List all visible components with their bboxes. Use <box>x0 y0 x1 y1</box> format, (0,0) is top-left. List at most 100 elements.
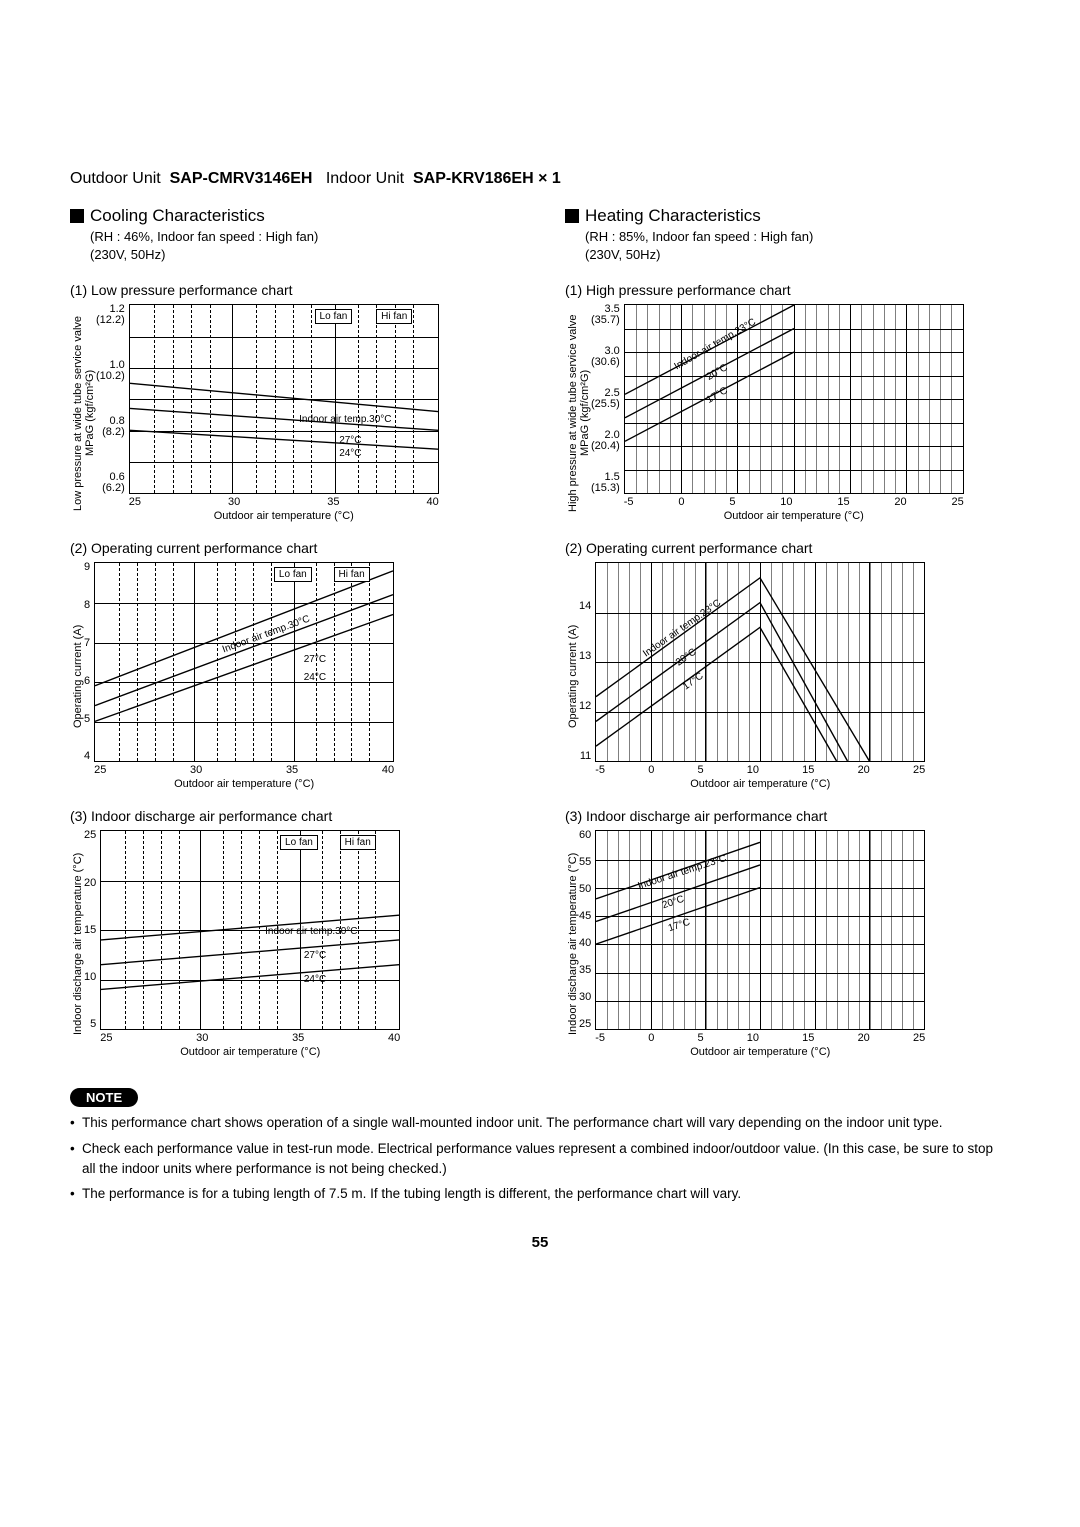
chart-title: (2) Operating current performance chart <box>70 540 515 556</box>
chart-lines <box>596 563 924 761</box>
x-tick: 5 <box>729 496 735 508</box>
y-tick: 20 <box>84 878 96 889</box>
cooling-sub2: (230V, 50Hz) <box>90 246 515 264</box>
x-tick: 35 <box>292 1032 304 1044</box>
x-tick: 0 <box>648 764 654 776</box>
x-tick: 25 <box>94 764 106 776</box>
y-axis-label: Low pressure at wide tube service valve … <box>70 304 96 522</box>
cool-chart-1: (1) Low pressure performance chartLow pr… <box>70 282 515 522</box>
heat-chart-1: (1) High pressure performance chart High … <box>565 282 1010 522</box>
y-tick: 5 <box>84 1019 96 1030</box>
y-tick: 50 <box>579 884 591 895</box>
y-tick: 7 <box>84 638 90 649</box>
x-axis-label: Outdoor air temperature (°C) <box>595 778 925 790</box>
x-ticks: 25 30 35 40 <box>100 1030 400 1044</box>
y-tick: 45 <box>579 911 591 922</box>
y-tick: 2.5 (25.5) <box>591 388 620 410</box>
y-tick: 1.0 (10.2) <box>96 360 125 382</box>
y-tick: 60 <box>579 830 591 841</box>
x-tick: 15 <box>802 764 814 776</box>
chart-title: (2) Operating current performance chart <box>565 540 1010 556</box>
heat-chart-2: (2) Operating current performance chart O… <box>565 540 1010 790</box>
x-tick: -5 <box>624 496 634 508</box>
y-tick: 1.5 (15.3) <box>591 472 620 494</box>
y-tick: 0.6 (6.2) <box>96 472 125 494</box>
x-tick: 10 <box>780 496 792 508</box>
legend-hifan: Hi fan <box>376 309 412 324</box>
x-ticks: 25303540 <box>129 494 439 508</box>
x-axis-label: Outdoor air temperature (°C) <box>129 510 439 522</box>
x-tick: 25 <box>952 496 964 508</box>
y-ticks: 6055504540353025 <box>579 830 595 1030</box>
x-ticks: -50510152025 <box>595 1030 925 1044</box>
plot-area: 24°C27°CIndoor air temp.30°CLo fanHi fan <box>129 304 439 494</box>
y-tick: 30 <box>579 992 591 1003</box>
y-tick: 25 <box>579 1019 591 1030</box>
x-tick: 25 <box>100 1032 112 1044</box>
legend-hifan: Hi fan <box>340 835 376 850</box>
x-tick: 30 <box>228 496 240 508</box>
outdoor-model: SAP-CMRV3146EH <box>170 170 313 187</box>
x-tick: 0 <box>678 496 684 508</box>
chart-lines <box>95 563 393 761</box>
x-tick: 0 <box>648 1032 654 1044</box>
x-tick: 20 <box>858 764 870 776</box>
note-item: Check each performance value in test-run… <box>70 1139 1010 1178</box>
chart-lines <box>596 831 924 1029</box>
chart-wrap: Indoor discharge air temperature (°C)605… <box>565 830 1010 1058</box>
chart-title: (1) High pressure performance chart <box>565 282 1010 298</box>
y-tick: 40 <box>579 938 591 949</box>
y-tick: 3.5 (35.7) <box>591 304 620 326</box>
cooling-sub1: (RH : 46%, Indoor fan speed : High fan) <box>90 228 515 246</box>
x-axis-label: Outdoor air temperature (°C) <box>100 1046 400 1058</box>
y-ticks: 3.5 (35.7)3.0 (30.6)2.5 (25.5)2.0 (20.4)… <box>591 304 624 494</box>
x-tick: 5 <box>697 1032 703 1044</box>
x-axis-label: Outdoor air temperature (°C) <box>624 510 964 522</box>
x-tick: 40 <box>427 496 439 508</box>
plot-area: 17°C20°CIndoor air temp.23°C <box>595 830 925 1030</box>
legend-hifan: Hi fan <box>334 567 370 582</box>
x-tick: 25 <box>913 764 925 776</box>
x-tick: 20 <box>894 496 906 508</box>
legend-lofan: Lo fan <box>280 835 318 850</box>
y-tick: 6 <box>84 676 90 687</box>
square-icon <box>565 209 579 223</box>
legend-lofan: Lo fan <box>274 567 312 582</box>
x-axis-label: Outdoor air temperature (°C) <box>595 1046 925 1058</box>
legend-lofan: Lo fan <box>315 309 353 324</box>
x-tick: 10 <box>747 1032 759 1044</box>
x-tick: 25 <box>913 1032 925 1044</box>
x-tick: 40 <box>388 1032 400 1044</box>
x-ticks: -50510152025 <box>595 762 925 776</box>
cooling-column: Cooling Characteristics (RH : 46%, Indoo… <box>70 206 515 1062</box>
heating-title: Heating Characteristics <box>565 206 1010 226</box>
indoor-model: SAP-KRV186EH × 1 <box>413 170 561 187</box>
y-tick: 55 <box>579 857 591 868</box>
x-tick: 35 <box>327 496 339 508</box>
unit-header: Outdoor Unit SAP-CMRV3146EH Indoor Unit … <box>70 170 1010 188</box>
note-list: This performance chart shows operation o… <box>70 1113 1010 1203</box>
heating-sub2: (230V, 50Hz) <box>585 246 1010 264</box>
y-tick: 25 <box>84 830 96 841</box>
x-tick: 30 <box>190 764 202 776</box>
chart-lines <box>625 305 963 493</box>
x-tick: 15 <box>802 1032 814 1044</box>
heating-column: Heating Characteristics (RH : 85%, Indoo… <box>565 206 1010 1062</box>
heating-title-text: Heating Characteristics <box>585 206 761 226</box>
y-tick: 5 <box>84 714 90 725</box>
y-tick: 2.0 (20.4) <box>591 430 620 452</box>
y-tick: 14 <box>579 601 591 612</box>
note-item: The performance is for a tubing length o… <box>70 1184 1010 1204</box>
chart-wrap: Operating current (A)98765424°C27°CIndoo… <box>70 562 515 790</box>
y-axis-label: High pressure at wide tube service valve… <box>565 304 591 522</box>
cool-chart-2: (2) Operating current performance chart O… <box>70 540 515 790</box>
cooling-title: Cooling Characteristics <box>70 206 515 226</box>
x-tick: -5 <box>595 1032 605 1044</box>
y-tick: 11 <box>579 751 591 762</box>
heating-sub1: (RH : 85%, Indoor fan speed : High fan) <box>585 228 1010 246</box>
x-axis-label: Outdoor air temperature (°C) <box>94 778 394 790</box>
chart-wrap: Indoor discharge air temperature (°C)252… <box>70 830 515 1058</box>
chart-wrap: Operating current (A)1413121117°C20°CInd… <box>565 562 1010 790</box>
cool-chart-3: (3) Indoor discharge air performance cha… <box>70 808 515 1058</box>
x-tick: 30 <box>196 1032 208 1044</box>
